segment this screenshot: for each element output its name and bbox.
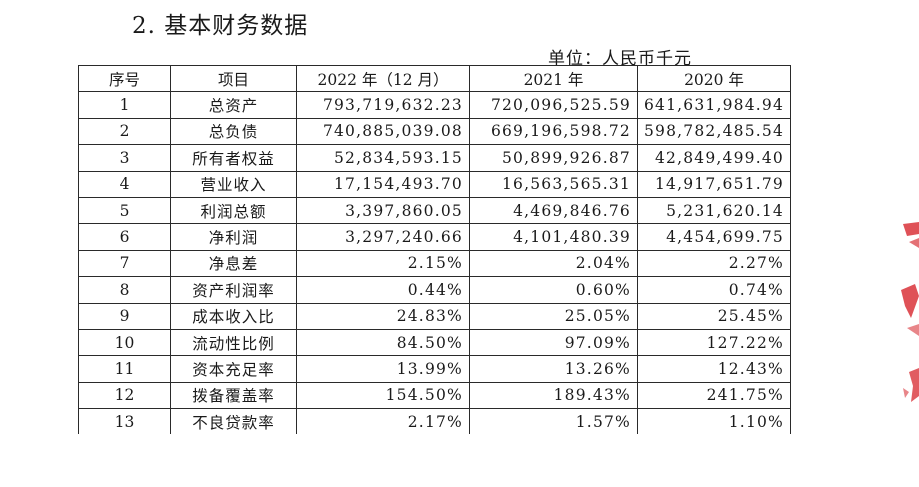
table-row: 6 净利润 3,297,240.66 4,101,480.39 4,454,69… [78,223,791,251]
value-2022: 24.83% [296,302,470,330]
value-2021: 97.09% [469,328,638,357]
row-number: 12 [78,381,171,410]
value-2021: 0.60% [469,276,638,304]
row-number: 11 [78,355,171,383]
row-item: 拨备覆盖率 [170,381,297,410]
row-number: 7 [78,249,171,278]
row-number: 9 [78,302,171,330]
header-2020: 2020 年 [637,64,791,93]
value-2020: 25.45% [637,302,791,330]
table-row: 8 资产利润率 0.44% 0.60% 0.74% [78,276,791,304]
table-row: 7 净息差 2.15% 2.04% 2.27% [78,249,791,278]
header-2022: 2022 年（12 月） [296,64,470,93]
table-row: 11 资本充足率 13.99% 13.26% 12.43% [78,355,791,383]
value-2020: 598,782,485.54 [637,117,791,146]
value-2020: 4,454,699.75 [637,223,791,251]
value-2022: 84.50% [296,328,470,357]
unit-label: 单位：人民币千元 [548,49,692,69]
row-item: 总资产 [170,91,297,119]
header-seq: 序号 [78,64,171,93]
value-2022: 154.50% [296,381,470,410]
row-number: 2 [78,117,171,146]
value-2021: 4,101,480.39 [469,223,638,251]
row-number: 4 [78,170,171,198]
row-item: 成本收入比 [170,302,297,330]
header-item: 项目 [170,64,297,93]
value-2020: 641,631,984.94 [637,91,791,119]
value-2022: 17,154,493.70 [296,170,470,198]
table-row: 4 营业收入 17,154,493.70 16,563,565.31 14,91… [78,170,791,198]
value-2022: 3,397,860.05 [296,196,470,225]
value-2021: 13.26% [469,355,638,383]
header-2021: 2021 年 [469,64,638,93]
value-2021: 1.57% [469,408,638,435]
row-number: 3 [78,144,171,172]
value-2022: 740,885,039.08 [296,117,470,146]
value-2022: 793,719,632.23 [296,91,470,119]
value-2020: 12.43% [637,355,791,383]
row-number: 10 [78,328,171,357]
value-2021: 669,196,598.72 [469,117,638,146]
value-2020: 42,849,499.40 [637,144,791,172]
value-2022: 3,297,240.66 [296,223,470,251]
value-2022: 0.44% [296,276,470,304]
row-item: 资本充足率 [170,355,297,383]
table-row: 10 流动性比例 84.50% 97.09% 127.22% [78,328,791,357]
row-item: 流动性比例 [170,328,297,357]
financial-data-table: 序号 项目 2022 年（12 月） 2021 年 2020 年 1 总资产 7… [78,64,791,435]
value-2020: 2.27% [637,249,791,278]
row-item: 总负债 [170,117,297,146]
row-item: 资产利润率 [170,276,297,304]
table-row: 12 拨备覆盖率 154.50% 189.43% 241.75% [78,381,791,410]
table-header-row: 序号 项目 2022 年（12 月） 2021 年 2020 年 [78,64,791,93]
row-item: 净息差 [170,249,297,278]
value-2021: 16,563,565.31 [469,170,638,198]
value-2022: 13.99% [296,355,470,383]
value-2020: 127.22% [637,328,791,357]
row-number: 5 [78,196,171,225]
section-heading: 2. 基本财务数据 [132,13,309,39]
red-seal-stamp-fragment [901,222,919,402]
value-2021: 50,899,926.87 [469,144,638,172]
row-number: 6 [78,223,171,251]
table-row: 5 利润总额 3,397,860.05 4,469,846.76 5,231,6… [78,196,791,225]
row-item: 营业收入 [170,170,297,198]
row-number: 8 [78,276,171,304]
value-2021: 25.05% [469,302,638,330]
value-2022: 2.17% [296,408,470,435]
row-item: 净利润 [170,223,297,251]
table-row: 2 总负债 740,885,039.08 669,196,598.72 598,… [78,117,791,146]
table-row: 9 成本收入比 24.83% 25.05% 25.45% [78,302,791,330]
value-2020: 1.10% [637,408,791,435]
value-2021: 189.43% [469,381,638,410]
value-2020: 241.75% [637,381,791,410]
value-2020: 0.74% [637,276,791,304]
row-item: 不良贷款率 [170,408,297,435]
row-number: 1 [78,91,171,119]
value-2022: 2.15% [296,249,470,278]
value-2020: 5,231,620.14 [637,196,791,225]
value-2021: 4,469,846.76 [469,196,638,225]
table-row: 13 不良贷款率 2.17% 1.57% 1.10% [78,408,791,435]
table-row: 1 总资产 793,719,632.23 720,096,525.59 641,… [78,91,791,119]
row-item: 所有者权益 [170,144,297,172]
table-row: 3 所有者权益 52,834,593.15 50,899,926.87 42,8… [78,144,791,172]
value-2021: 2.04% [469,249,638,278]
row-item: 利润总额 [170,196,297,225]
value-2021: 720,096,525.59 [469,91,638,119]
value-2020: 14,917,651.79 [637,170,791,198]
value-2022: 52,834,593.15 [296,144,470,172]
row-number: 13 [78,408,171,435]
